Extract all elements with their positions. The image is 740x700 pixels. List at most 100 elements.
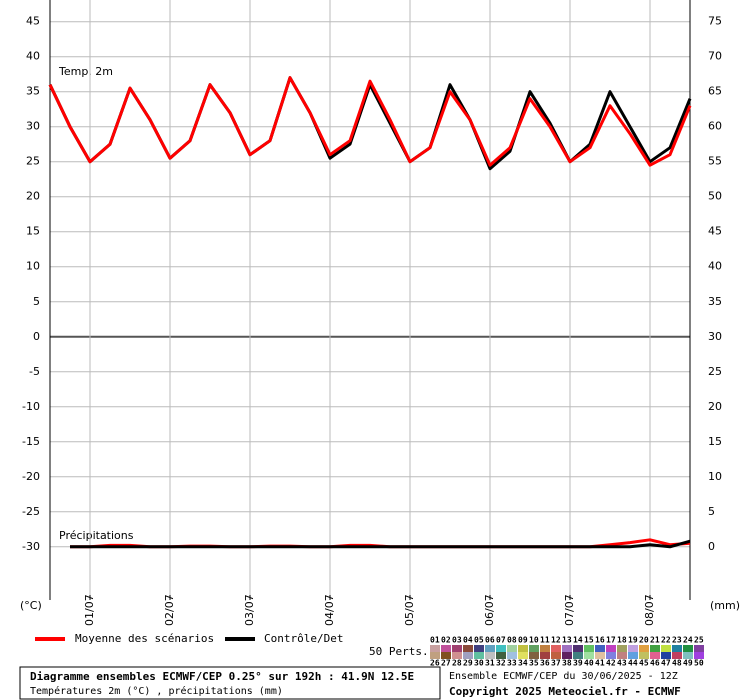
member-swatch: [463, 652, 473, 659]
member-swatch: [595, 645, 605, 652]
y-tick-label: -15: [22, 435, 40, 448]
member-swatch: [628, 645, 638, 652]
x-tick-label: 03/07: [243, 594, 256, 626]
member-swatch: [529, 652, 539, 659]
y-tick-label: 45: [26, 15, 40, 28]
member-swatch: [683, 652, 693, 659]
copyright: Copyright 2025 Meteociel.fr - ECMWF: [449, 685, 681, 698]
member-label: 42: [606, 659, 616, 668]
member-label: 37: [551, 659, 561, 668]
member-swatch: [430, 652, 440, 659]
member-label: 09: [518, 636, 528, 645]
member-label: 30: [474, 659, 484, 668]
y-tick-label: 30: [26, 120, 40, 133]
member-swatch: [540, 645, 550, 652]
member-label: 28: [452, 659, 462, 668]
x-tick-label: 05/07: [403, 594, 416, 626]
y-tick-label: -20: [22, 470, 40, 483]
member-swatch: [573, 652, 583, 659]
member-swatch: [584, 645, 594, 652]
member-label: 18: [617, 636, 627, 645]
y-tick-label: -5: [29, 365, 40, 378]
member-label: 05: [474, 636, 484, 645]
member-label: 47: [661, 659, 671, 668]
member-label: 36: [540, 659, 550, 668]
member-label: 23: [672, 636, 682, 645]
member-label: 04: [463, 636, 473, 645]
member-swatch: [584, 652, 594, 659]
y-tick-label: -10: [22, 400, 40, 413]
member-swatch: [474, 645, 484, 652]
member-label: 25: [694, 636, 704, 645]
member-label: 40: [584, 659, 594, 668]
member-label: 32: [496, 659, 506, 668]
x-tick-label: 08/07: [643, 594, 656, 626]
y2-tick-label: 50: [708, 190, 722, 203]
member-swatch: [441, 645, 451, 652]
member-swatch: [551, 645, 561, 652]
member-swatch: [496, 652, 506, 659]
x-tick-label: 06/07: [483, 594, 496, 626]
member-swatch: [661, 645, 671, 652]
y-tick-label: 15: [26, 225, 40, 238]
member-swatch: [452, 652, 462, 659]
y2-tick-label: 65: [708, 85, 722, 98]
member-label: 43: [617, 659, 627, 668]
member-label: 03: [452, 636, 462, 645]
y2-tick-label: 40: [708, 260, 722, 273]
y2-tick-label: 55: [708, 155, 722, 168]
member-swatch: [474, 652, 484, 659]
y2-tick-label: 35: [708, 295, 722, 308]
y2-tick-label: 25: [708, 365, 722, 378]
member-swatch: [617, 652, 627, 659]
member-label: 46: [650, 659, 660, 668]
y-tick-label: 10: [26, 260, 40, 273]
y-tick-label: 40: [26, 50, 40, 63]
x-tick-label: 02/07: [163, 594, 176, 626]
member-swatch: [683, 645, 693, 652]
member-swatch: [606, 652, 616, 659]
members-label: 50 Perts.: [369, 645, 429, 658]
y-tick-label: 0: [33, 330, 40, 343]
member-label: 29: [463, 659, 473, 668]
x-tick-label: 04/07: [323, 594, 336, 626]
series-line: [48, 76, 692, 167]
member-label: 01: [430, 636, 440, 645]
member-swatch: [639, 645, 649, 652]
member-swatch: [650, 645, 660, 652]
member-label: 19: [628, 636, 638, 645]
member-swatch: [595, 652, 605, 659]
member-label: 27: [441, 659, 451, 668]
run-label: Ensemble ECMWF/CEP du 30/06/2025 - 12Z: [449, 671, 678, 682]
member-label: 38: [562, 659, 572, 668]
y-tick-label: 5: [33, 295, 40, 308]
member-label: 16: [595, 636, 605, 645]
legend-label: Moyenne des scénarios: [75, 632, 214, 645]
member-label: 49: [683, 659, 693, 668]
member-swatch: [661, 652, 671, 659]
x-tick-label: 07/07: [563, 594, 576, 626]
member-label: 33: [507, 659, 517, 668]
member-label: 12: [551, 636, 561, 645]
member-label: 48: [672, 659, 682, 668]
member-swatch: [518, 645, 528, 652]
member-swatch: [452, 645, 462, 652]
member-swatch: [507, 645, 517, 652]
member-label: 31: [485, 659, 495, 668]
member-label: 14: [573, 636, 583, 645]
member-label: 50: [694, 659, 704, 668]
member-swatch: [540, 652, 550, 659]
member-label: 08: [507, 636, 517, 645]
member-label: 26: [430, 659, 440, 668]
y-axis-label: (°C): [20, 599, 42, 612]
member-swatch: [562, 645, 572, 652]
member-swatch: [485, 652, 495, 659]
member-label: 21: [650, 636, 660, 645]
member-label: 17: [606, 636, 616, 645]
y-tick-label: 20: [26, 190, 40, 203]
member-label: 44: [628, 659, 638, 668]
subtitle: Températures 2m (°C) , précipitations (m…: [30, 685, 283, 697]
member-label: 06: [485, 636, 495, 645]
member-swatch: [606, 645, 616, 652]
